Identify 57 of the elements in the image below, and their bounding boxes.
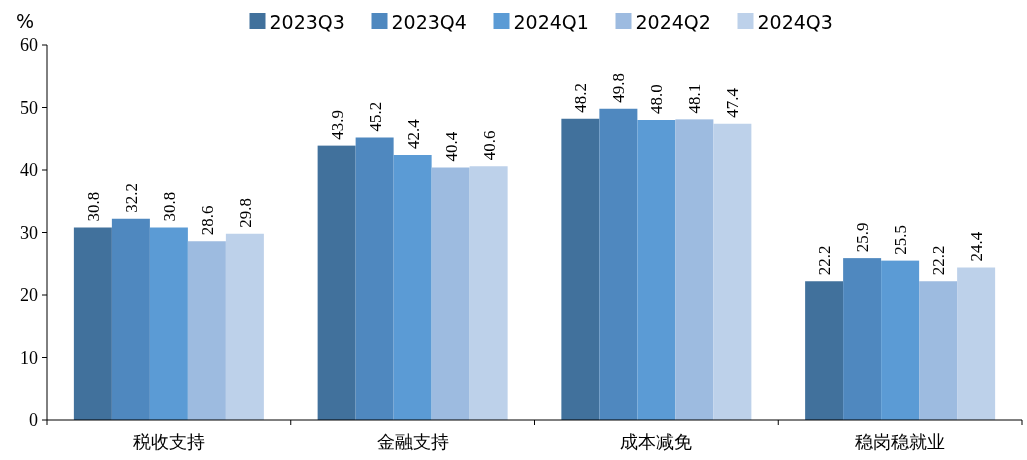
legend-label: 2023Q3: [269, 11, 345, 33]
bar: [675, 119, 714, 420]
data-label: 48.2: [571, 83, 591, 113]
bar: [187, 241, 226, 420]
y-tick-label: 10: [20, 347, 38, 368]
bar: [881, 260, 920, 420]
data-label: 29.8: [235, 198, 255, 228]
bar: [317, 145, 356, 420]
data-label: 22.2: [929, 245, 949, 276]
data-label: 24.4: [967, 231, 987, 262]
y-axis-title: %: [15, 10, 35, 32]
bar: [225, 233, 264, 420]
legend-label: 2024Q2: [635, 11, 711, 33]
data-label: 32.2: [121, 183, 141, 213]
y-tick-label: 20: [20, 285, 38, 305]
bar: [843, 258, 882, 420]
bar: [431, 167, 470, 420]
bar: [805, 281, 844, 420]
bar: [73, 227, 112, 420]
bar: [561, 118, 600, 420]
legend-label: 2024Q1: [513, 11, 589, 33]
data-label: 40.6: [479, 130, 499, 161]
y-tick-label: 50: [20, 97, 38, 118]
bar: [599, 108, 638, 420]
data-label: 48.1: [685, 83, 705, 114]
bar: [111, 218, 150, 420]
data-label: 22.2: [815, 245, 835, 276]
legend-label: 2024Q3: [757, 11, 833, 33]
bar: [149, 227, 188, 420]
y-tick-label: 0: [29, 410, 38, 430]
bar: [469, 166, 508, 420]
data-label: 28.6: [197, 205, 217, 236]
bar: [713, 123, 752, 420]
data-label: 30.8: [159, 191, 179, 222]
data-label: 48.0: [647, 84, 667, 114]
bar: [919, 281, 958, 420]
data-label: 42.4: [403, 118, 423, 149]
x-tick-label: 稳岗稳就业: [855, 432, 946, 452]
data-label: 49.8: [609, 73, 629, 103]
x-tick-label: 成本减免: [620, 432, 693, 452]
data-label: 25.9: [853, 222, 873, 253]
x-tick-label: 税收支持: [132, 432, 205, 452]
data-label: 43.9: [327, 109, 347, 140]
bar: [393, 155, 432, 420]
data-label: 30.8: [83, 191, 103, 222]
bar: [637, 120, 676, 420]
data-label: 25.5: [891, 224, 911, 255]
data-label: 40.4: [441, 131, 461, 162]
x-tick-label: 金融支持: [376, 432, 449, 452]
bar: [355, 137, 394, 420]
legend-label: 2023Q4: [391, 11, 467, 33]
data-label: 47.4: [723, 87, 743, 118]
data-label: 45.2: [365, 101, 385, 132]
y-tick-label: 40: [20, 160, 38, 180]
y-tick-label: 60: [20, 35, 38, 55]
y-tick-label: 30: [20, 222, 38, 243]
bar: [957, 267, 996, 420]
